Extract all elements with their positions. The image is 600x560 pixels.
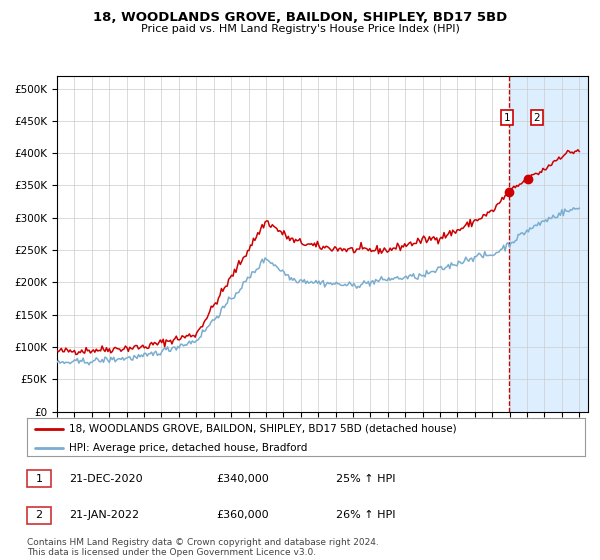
Text: 1: 1 — [504, 113, 511, 123]
Text: 21-DEC-2020: 21-DEC-2020 — [69, 474, 143, 484]
Text: HPI: Average price, detached house, Bradford: HPI: Average price, detached house, Brad… — [69, 443, 307, 453]
Text: £340,000: £340,000 — [216, 474, 269, 484]
Bar — [509, 76, 588, 412]
Text: 26% ↑ HPI: 26% ↑ HPI — [336, 510, 395, 520]
Text: £360,000: £360,000 — [216, 510, 269, 520]
Text: 18, WOODLANDS GROVE, BAILDON, SHIPLEY, BD17 5BD (detached house): 18, WOODLANDS GROVE, BAILDON, SHIPLEY, B… — [69, 424, 457, 434]
Text: 1: 1 — [35, 474, 43, 484]
Text: 2: 2 — [35, 510, 43, 520]
Text: 25% ↑ HPI: 25% ↑ HPI — [336, 474, 395, 484]
Text: 2: 2 — [533, 113, 540, 123]
Text: Contains HM Land Registry data © Crown copyright and database right 2024.
This d: Contains HM Land Registry data © Crown c… — [27, 538, 379, 557]
Text: 18, WOODLANDS GROVE, BAILDON, SHIPLEY, BD17 5BD: 18, WOODLANDS GROVE, BAILDON, SHIPLEY, B… — [93, 11, 507, 24]
Text: Price paid vs. HM Land Registry's House Price Index (HPI): Price paid vs. HM Land Registry's House … — [140, 24, 460, 34]
Text: 21-JAN-2022: 21-JAN-2022 — [69, 510, 139, 520]
